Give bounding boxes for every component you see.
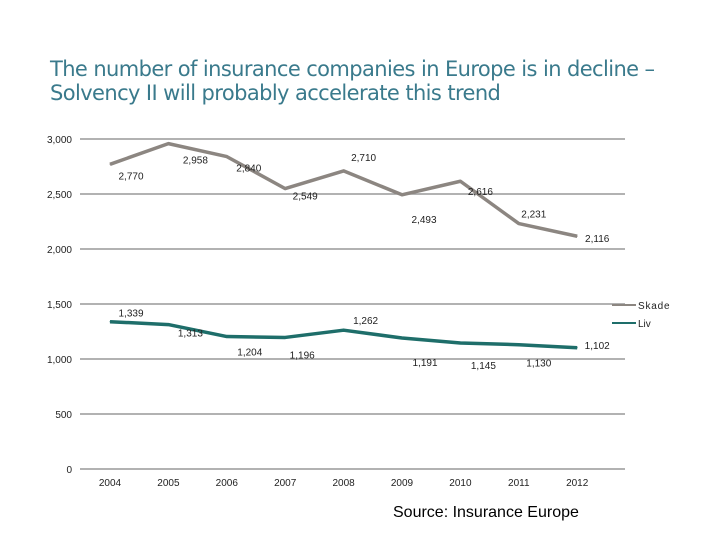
legend-label: Liv: [638, 319, 651, 330]
x-tick-label: 2004: [99, 478, 122, 489]
y-tick-label: 1,000: [47, 355, 72, 366]
slide-title: The number of insurance companies in Eur…: [50, 57, 690, 105]
data-point: [459, 180, 461, 182]
data-point: [343, 329, 345, 331]
y-tick-label: 2,000: [47, 245, 72, 256]
data-label: 2,616: [468, 187, 493, 198]
data-point: [401, 337, 403, 339]
data-point: [226, 156, 228, 158]
x-tick-label: 2006: [216, 478, 239, 489]
title-line-1: The number of insurance companies in Eur…: [50, 57, 655, 81]
series-line-skade: [109, 141, 578, 238]
x-tick-label: 2010: [449, 478, 472, 489]
x-tick-label: 2007: [274, 478, 297, 489]
y-tick-label: 500: [55, 410, 72, 421]
data-point: [167, 324, 169, 326]
data-point: [343, 170, 345, 172]
data-label: 1,313: [178, 329, 203, 340]
x-tick-label: 2009: [391, 478, 414, 489]
data-label: 1,145: [471, 361, 496, 372]
title-line-2: Solvency II will probably accelerate thi…: [50, 81, 501, 105]
source-note: Source: Insurance Europe: [393, 504, 579, 521]
data-label: 1,262: [353, 316, 378, 327]
data-label: 2,549: [293, 192, 318, 203]
data-label: 2,770: [118, 171, 143, 182]
x-tick-label: 2008: [332, 478, 355, 489]
data-point: [167, 143, 169, 145]
y-tick-label: 0: [66, 465, 72, 476]
data-point: [459, 342, 461, 344]
data-label: 2,231: [521, 210, 546, 221]
x-tick-label: 2005: [157, 478, 180, 489]
data-label: 2,493: [411, 215, 436, 226]
data-label: 1,130: [526, 359, 551, 370]
x-tick-label: 2011: [508, 478, 530, 489]
data-point: [401, 194, 403, 196]
data-point: [518, 344, 520, 346]
data-point: [109, 163, 111, 165]
data-label: 1,204: [237, 348, 262, 359]
data-point: [284, 188, 286, 190]
data-label: 1,191: [412, 358, 437, 369]
data-point: [226, 336, 228, 338]
legend-label: Skade: [638, 301, 670, 312]
data-label: 1,102: [585, 341, 610, 352]
data-label: 2,840: [236, 164, 261, 175]
data-point: [109, 321, 111, 323]
y-tick-label: 3,000: [47, 135, 72, 146]
y-tick-label: 1,500: [47, 300, 72, 311]
y-tick-label: 2,500: [47, 190, 72, 201]
data-point: [284, 336, 286, 338]
data-label: 2,958: [183, 156, 208, 167]
data-label: 2,116: [585, 234, 610, 245]
data-label: 1,339: [118, 309, 143, 320]
data-label: 1,196: [290, 350, 315, 361]
x-tick-label: 2012: [566, 478, 589, 489]
data-point: [576, 347, 578, 349]
data-label: 2,710: [351, 153, 376, 164]
data-point: [576, 235, 578, 237]
data-point: [518, 223, 520, 225]
